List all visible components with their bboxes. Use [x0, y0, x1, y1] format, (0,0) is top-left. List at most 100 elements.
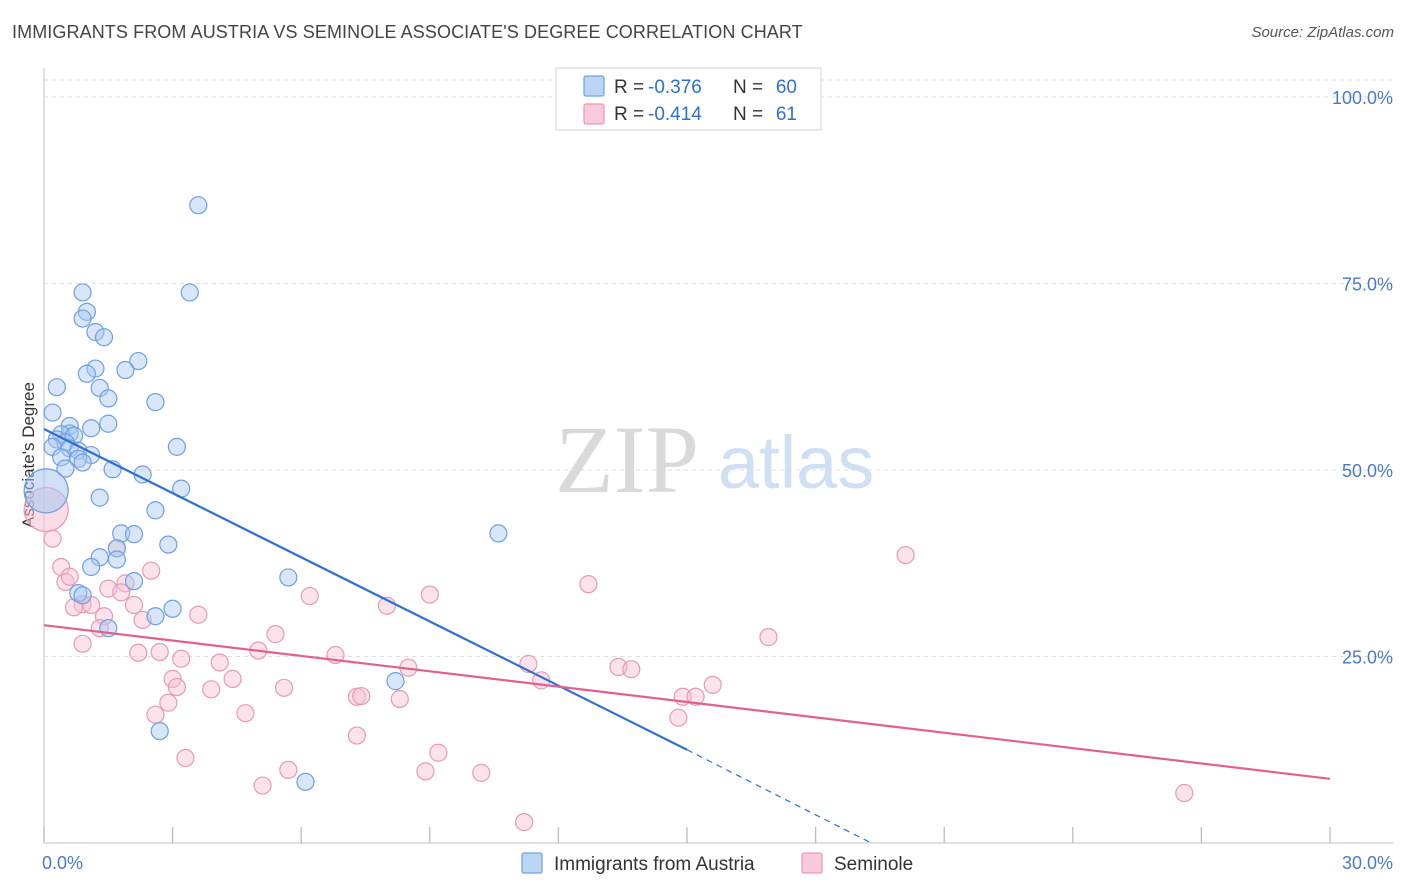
y-tick-label: 50.0% — [1342, 461, 1393, 481]
seminole-point — [159, 693, 178, 712]
austria-point — [73, 586, 92, 605]
austria-point — [167, 437, 186, 456]
source-label: Source: ZipAtlas.com — [1251, 24, 1394, 41]
gridlines — [44, 79, 1393, 657]
austria-point — [296, 772, 315, 791]
y-tick-label: 25.0% — [1342, 648, 1393, 668]
austria-point — [47, 378, 66, 397]
seminole-points — [23, 486, 1194, 832]
series-legend: Immigrants from Austria Seminole — [521, 852, 913, 875]
seminole-point — [352, 686, 371, 706]
austria-point — [99, 389, 118, 408]
austria-point — [129, 351, 148, 371]
austria-point — [86, 322, 105, 342]
seminole-point — [274, 678, 294, 697]
austria-point — [73, 309, 92, 328]
seminole-point — [43, 529, 62, 548]
seminole-point — [60, 567, 79, 586]
seminole-point — [579, 575, 598, 594]
seminole-point — [210, 653, 229, 672]
austria-point — [56, 459, 75, 478]
austria-point — [150, 721, 169, 741]
austria-point — [94, 328, 114, 347]
seminole-point — [416, 762, 435, 781]
seminole-point — [142, 561, 161, 580]
austria-point — [73, 453, 92, 472]
seminole-point — [266, 625, 285, 644]
legend-n-value-austria: 60 — [776, 77, 797, 98]
austria-point — [99, 414, 118, 433]
trend-lines — [43, 427, 1331, 844]
seminole-point — [300, 586, 319, 606]
austria-point — [489, 524, 508, 543]
bottom-legend-seminole: Seminole — [834, 854, 913, 875]
seminole-point — [163, 669, 182, 688]
legend-n-value-seminole: 61 — [776, 104, 797, 125]
seminole-point — [420, 585, 439, 604]
austria-point — [90, 488, 109, 507]
austria-point — [189, 196, 208, 215]
seminole-point — [236, 704, 255, 723]
seminole-point — [112, 583, 131, 602]
tick-labels: 100.0% 75.0% 50.0% 25.0% 0.0% 30.0% — [42, 88, 1393, 873]
legend-r-label-austria: R = — [614, 77, 644, 98]
seminole-point — [167, 677, 186, 697]
seminole-point — [189, 605, 208, 624]
austria-point — [73, 283, 92, 302]
austria-point — [146, 607, 165, 626]
austria-point — [43, 403, 62, 422]
seminole-point — [73, 634, 92, 653]
austria-point — [107, 550, 126, 569]
seminole-point — [515, 813, 534, 832]
austria-point — [124, 572, 144, 591]
legend-n-label-seminole: N = — [733, 104, 763, 125]
watermark-zip: ZIP — [555, 406, 699, 513]
seminole-point — [124, 595, 144, 615]
seminole-point — [146, 705, 165, 724]
stats-legend: R = -0.376 N = 60 R = -0.414 N = 61 — [555, 67, 822, 131]
seminole-point — [622, 660, 641, 679]
watermark-atlas: atlas — [718, 421, 874, 504]
seminole-point — [390, 689, 409, 709]
legend-r-value-austria: -0.376 — [648, 77, 702, 98]
y-tick-label: 75.0% — [1342, 275, 1393, 295]
austria-point — [279, 568, 298, 587]
seminole-point — [1175, 783, 1194, 803]
x-tick-label-max: 30.0% — [1342, 853, 1393, 873]
austria-point — [116, 360, 135, 380]
austria-point — [82, 419, 101, 438]
seminole-point — [759, 628, 778, 647]
x-tick-label-min: 0.0% — [42, 853, 83, 873]
bottom-legend-austria: Immigrants from Austria — [554, 854, 755, 875]
trend-line-austria-extension — [686, 749, 872, 844]
seminole-point — [347, 726, 367, 745]
austria-point — [112, 524, 131, 543]
austria-point — [82, 557, 101, 577]
austria-point — [124, 525, 144, 544]
seminole-point — [94, 607, 114, 626]
legend-swatch-seminole — [583, 103, 605, 125]
legend-r-value-seminole: -0.414 — [648, 104, 702, 125]
trend-line-austria — [43, 427, 688, 751]
seminole-point — [253, 776, 272, 795]
seminole-point — [150, 642, 169, 662]
seminole-point — [429, 743, 448, 762]
austria-points — [23, 196, 508, 791]
seminole-point — [202, 680, 221, 699]
y-tick-label: 100.0% — [1332, 88, 1393, 108]
austria-point — [146, 393, 165, 412]
austria-point — [86, 359, 105, 378]
bottom-swatch-seminole — [801, 852, 823, 874]
austria-point — [77, 364, 96, 383]
seminole-point — [686, 687, 705, 706]
seminole-point — [896, 545, 915, 565]
austria-point — [23, 468, 69, 514]
seminole-point — [472, 763, 491, 782]
legend-r-label-seminole: R = — [614, 104, 644, 125]
austria-point — [159, 535, 178, 554]
trend-line-seminole — [43, 624, 1331, 780]
seminole-point — [279, 760, 298, 779]
seminole-point — [669, 708, 688, 727]
austria-point — [180, 283, 199, 302]
